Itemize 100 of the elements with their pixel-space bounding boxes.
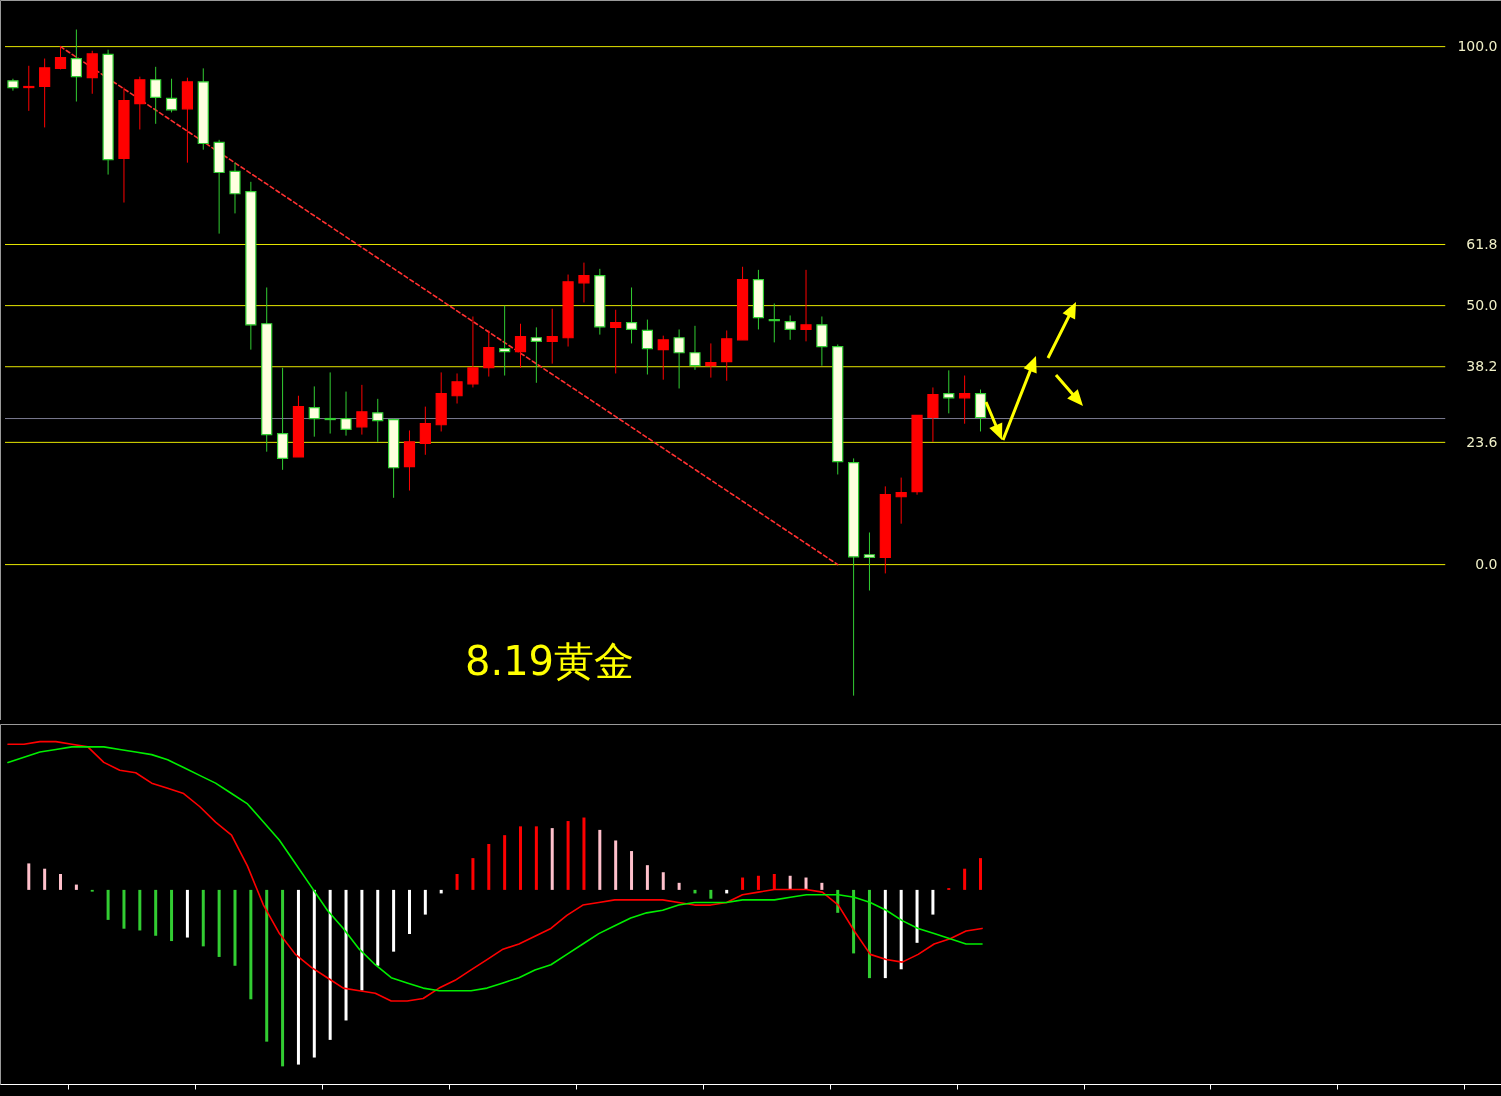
candlestick bbox=[641, 319, 653, 375]
bar bbox=[820, 882, 824, 890]
candlestick bbox=[483, 329, 495, 378]
bar bbox=[360, 889, 364, 991]
bar bbox=[503, 835, 507, 890]
candlestick bbox=[499, 305, 511, 377]
candlestick bbox=[800, 269, 812, 342]
bar bbox=[74, 884, 78, 890]
bar bbox=[376, 889, 380, 966]
y-tick-label: 100.0 bbox=[1457, 38, 1498, 55]
candlestick bbox=[578, 262, 590, 303]
y-tick-label: 50.0 bbox=[1466, 297, 1498, 314]
bar bbox=[43, 868, 47, 890]
candlestick bbox=[134, 76, 146, 130]
bar bbox=[138, 889, 142, 931]
candlestick bbox=[816, 315, 828, 367]
bar bbox=[566, 821, 570, 890]
candlestick bbox=[959, 375, 971, 425]
candlestick bbox=[451, 372, 463, 405]
bar bbox=[582, 817, 586, 890]
bar bbox=[534, 826, 538, 890]
candlestick bbox=[356, 384, 368, 436]
bar bbox=[550, 828, 554, 890]
bar bbox=[249, 889, 253, 1000]
candlestick bbox=[229, 162, 241, 214]
bar bbox=[614, 840, 618, 890]
y-tick-label: 38.2 bbox=[1466, 358, 1498, 375]
candlestick bbox=[467, 315, 479, 388]
bar bbox=[281, 889, 285, 1067]
bar bbox=[27, 863, 31, 890]
candlestick bbox=[150, 66, 162, 125]
bar bbox=[344, 889, 348, 1021]
bar bbox=[122, 889, 126, 929]
candlestick bbox=[863, 531, 876, 591]
candlestick bbox=[308, 385, 320, 438]
candlestick bbox=[70, 29, 82, 103]
bar bbox=[328, 889, 332, 1040]
candlestick bbox=[546, 308, 558, 365]
candlestick bbox=[324, 371, 336, 435]
candlestick bbox=[625, 286, 638, 344]
bar bbox=[978, 858, 982, 890]
bar bbox=[788, 875, 792, 890]
y-tick-label: 0.0 bbox=[1475, 556, 1498, 573]
bar bbox=[867, 889, 871, 979]
bar bbox=[645, 865, 649, 890]
bar bbox=[852, 889, 856, 954]
bar bbox=[296, 889, 300, 1065]
bar bbox=[201, 889, 205, 947]
candlestick bbox=[895, 477, 907, 525]
bar bbox=[170, 889, 174, 942]
bar bbox=[471, 858, 475, 890]
bar bbox=[598, 829, 602, 890]
bar bbox=[392, 889, 396, 952]
bar bbox=[772, 874, 776, 890]
candlestick bbox=[340, 391, 352, 437]
bar bbox=[519, 826, 523, 890]
candlestick bbox=[419, 406, 431, 456]
bar bbox=[677, 882, 681, 890]
bar bbox=[265, 889, 269, 1042]
candlestick bbox=[39, 58, 51, 128]
bar bbox=[233, 889, 237, 966]
bar bbox=[756, 875, 760, 890]
bar bbox=[915, 889, 919, 943]
candlestick bbox=[768, 303, 780, 343]
bar bbox=[423, 889, 427, 915]
bar bbox=[455, 874, 459, 890]
candlestick bbox=[927, 386, 939, 443]
candlestick bbox=[784, 314, 796, 341]
candlestick bbox=[165, 78, 178, 113]
bar bbox=[883, 889, 887, 979]
candlestick bbox=[610, 309, 622, 374]
bar bbox=[899, 889, 903, 970]
bar bbox=[407, 889, 411, 934]
candlestick bbox=[514, 323, 527, 369]
bar bbox=[185, 889, 189, 938]
y-tick-label: 61.8 bbox=[1466, 235, 1498, 252]
bar bbox=[487, 844, 491, 890]
bar bbox=[312, 889, 316, 1058]
bar bbox=[661, 872, 665, 890]
annotation: 8.19黄金 bbox=[465, 638, 635, 684]
candlestick bbox=[372, 398, 384, 443]
bar bbox=[963, 868, 967, 890]
bar bbox=[630, 851, 634, 890]
bar bbox=[217, 889, 221, 957]
candlestick bbox=[673, 328, 685, 389]
candlestick bbox=[721, 329, 733, 382]
candlestick bbox=[23, 65, 35, 112]
bar bbox=[709, 889, 713, 899]
candlestick bbox=[657, 335, 669, 381]
candlestick bbox=[86, 50, 98, 95]
bar bbox=[59, 874, 63, 890]
candlestick bbox=[530, 326, 542, 384]
bar bbox=[931, 889, 935, 915]
bar bbox=[154, 889, 158, 936]
y-tick-label: 23.6 bbox=[1466, 433, 1498, 450]
bar bbox=[106, 889, 110, 920]
candlestick bbox=[974, 389, 987, 432]
candlestick bbox=[705, 342, 717, 379]
candlestick bbox=[689, 325, 701, 371]
candlestick bbox=[943, 369, 955, 414]
